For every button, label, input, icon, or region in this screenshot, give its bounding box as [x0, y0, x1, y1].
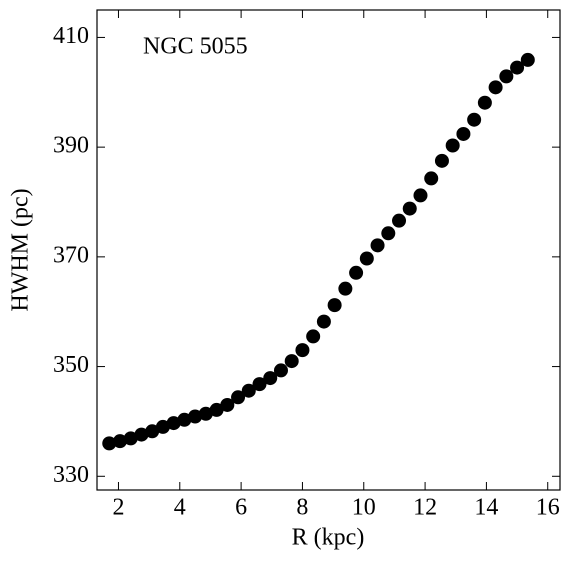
data-point	[188, 409, 203, 424]
annotation: NGC 5055	[143, 34, 248, 60]
data-point	[349, 265, 364, 280]
data-point	[370, 238, 385, 253]
x-tick-label: 2	[112, 495, 124, 521]
data-point	[381, 226, 396, 241]
data-point	[263, 371, 278, 386]
data-point	[477, 95, 492, 110]
data-point	[134, 427, 149, 442]
y-tick-label: 370	[53, 242, 89, 268]
data-point	[402, 201, 417, 216]
data-point	[520, 52, 535, 67]
x-tick-label: 10	[352, 495, 376, 521]
data-point	[295, 343, 310, 358]
x-tick-label: 14	[474, 495, 498, 521]
data-point	[499, 69, 514, 84]
x-tick-label: 12	[413, 495, 437, 521]
data-point	[392, 213, 407, 228]
data-point	[123, 431, 138, 446]
data-point	[467, 112, 482, 127]
data-point	[155, 419, 170, 434]
x-tick-label: 6	[235, 495, 247, 521]
y-tick-label: 350	[53, 352, 89, 378]
data-point	[177, 412, 192, 427]
data-point	[434, 153, 449, 168]
data-point	[359, 251, 374, 266]
y-axis-label: HWHM (pc)	[8, 188, 34, 311]
y-tick-label: 330	[53, 462, 89, 488]
data-point	[306, 329, 321, 344]
data-point	[273, 363, 288, 378]
data-point	[445, 138, 460, 153]
data-point	[327, 298, 342, 313]
data-point	[338, 281, 353, 296]
data-point	[252, 377, 267, 392]
data-point	[166, 416, 181, 431]
y-tick-label: 390	[53, 133, 89, 159]
data-point	[284, 354, 299, 369]
data-point	[102, 436, 117, 451]
data-point	[145, 424, 160, 439]
data-point	[424, 171, 439, 186]
data-point	[220, 397, 235, 412]
data-point	[112, 434, 127, 449]
x-tick-label: 8	[296, 495, 308, 521]
x-tick-label: 16	[536, 495, 560, 521]
x-tick-label: 4	[174, 495, 186, 521]
data-point	[456, 126, 471, 141]
y-tick-label: 410	[53, 23, 89, 49]
data-point	[231, 390, 246, 405]
data-point	[510, 60, 525, 75]
data-point	[413, 188, 428, 203]
data-point	[209, 402, 224, 417]
data-point	[198, 406, 213, 421]
data-point	[241, 383, 256, 398]
x-axis-label: R (kpc)	[292, 525, 365, 551]
plot-frame	[96, 9, 561, 491]
data-point	[316, 314, 331, 329]
data-point	[488, 80, 503, 95]
